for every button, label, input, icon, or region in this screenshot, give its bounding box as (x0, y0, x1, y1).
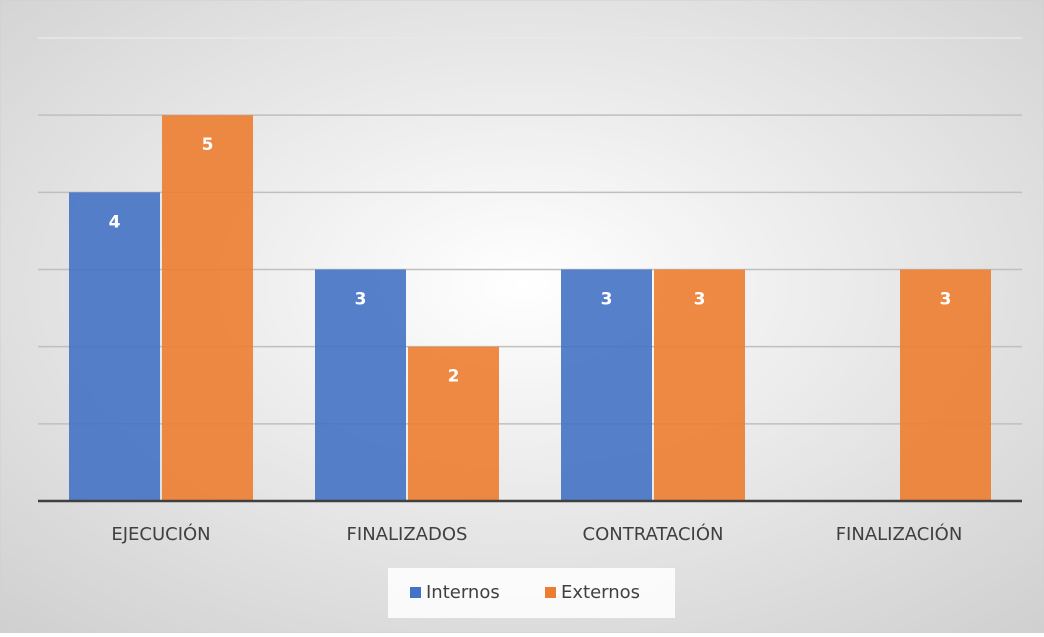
x-tick-label: CONTRATACIÓN (583, 523, 724, 545)
bar (162, 115, 253, 502)
bar (561, 269, 652, 501)
legend-swatch (545, 587, 556, 598)
bar (408, 346, 499, 501)
data-label: 4 (109, 212, 121, 232)
legend-label: Externos (561, 582, 640, 603)
data-label: 3 (694, 290, 706, 310)
x-tick-label: FINALIZADOS (347, 524, 468, 545)
legend-box (388, 568, 675, 618)
legend-label: Internos (426, 582, 500, 603)
bar (315, 269, 406, 501)
data-label: 3 (601, 290, 613, 310)
x-tick-label: FINALIZACIÓN (836, 523, 963, 545)
bar (69, 192, 160, 502)
x-tick-label: EJECUCIÓN (111, 523, 210, 545)
data-label: 2 (448, 367, 460, 387)
data-label: 5 (202, 135, 214, 155)
data-label: 3 (940, 290, 952, 310)
bar (654, 269, 745, 501)
bar (900, 269, 991, 501)
legend-swatch (410, 587, 421, 598)
data-label: 3 (355, 290, 367, 310)
